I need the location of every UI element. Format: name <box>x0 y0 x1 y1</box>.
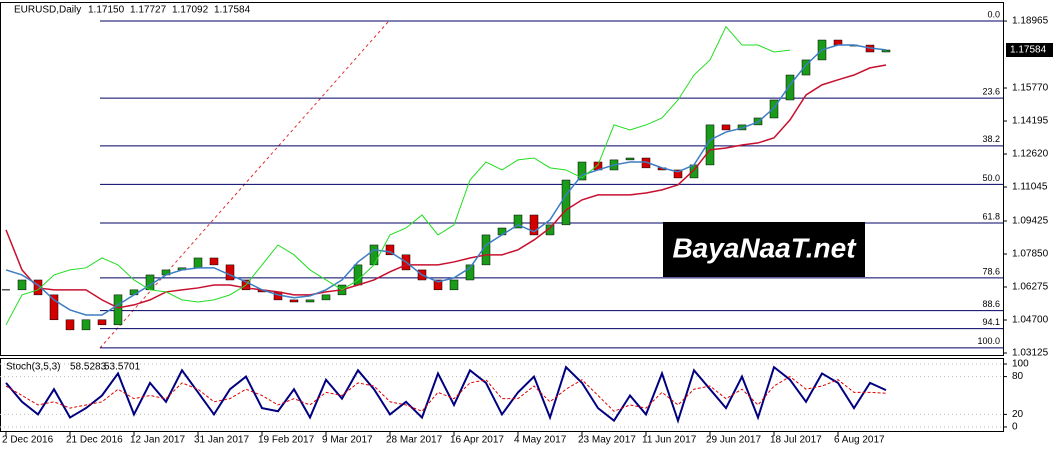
y-tick-label: 1.15770 <box>1012 83 1049 94</box>
y-tick-label: 1.06275 <box>1012 282 1049 293</box>
fib-label: 23.6 <box>982 86 1000 96</box>
y-tick-label: 80 <box>1012 371 1024 382</box>
y-tick-label: 1.11045 <box>1012 182 1048 193</box>
candle <box>385 244 395 256</box>
candle <box>545 224 555 236</box>
stoch-d: 53.5701 <box>104 362 141 373</box>
low: 1.17092 <box>172 5 209 16</box>
fib-label: 78.6 <box>982 266 1000 276</box>
y-tick-label: 1.09425 <box>1012 216 1049 227</box>
fib-label: 0.0 <box>987 9 1000 19</box>
fib-label: 38.2 <box>982 134 1000 144</box>
stoch-k: 58.5283 <box>70 362 107 373</box>
candle <box>577 161 587 181</box>
x-tick-label: 28 Mar 2017 <box>386 435 443 446</box>
y-tick-label: 20 <box>1012 409 1024 420</box>
fib-label: 61.8 <box>982 211 1000 221</box>
y-tick-label: 1.12620 <box>1012 149 1049 160</box>
stoch-line <box>5 365 887 424</box>
candle <box>321 294 331 301</box>
x-tick-label: 23 May 2017 <box>578 435 636 446</box>
indicator-line <box>5 25 791 326</box>
candle <box>433 279 443 291</box>
main-frame <box>0 2 1004 356</box>
x-tick-label: 11 Jun 2017 <box>642 435 697 446</box>
candle <box>513 214 523 229</box>
y-tick-label: 1.18965 <box>1012 16 1049 27</box>
fib-label: 94.1 <box>982 317 1000 327</box>
x-tick-label: 2 Dec 2016 <box>2 435 54 446</box>
candle <box>369 244 379 266</box>
y-tick-label: 1.14195 <box>1012 116 1049 127</box>
x-tick-label: 29 Jun 2017 <box>706 435 761 446</box>
open: 1.17150 <box>88 5 125 16</box>
indicator-line <box>5 44 887 316</box>
candle <box>881 49 891 53</box>
y-tick-label: 1.03125 <box>1012 348 1049 359</box>
x-tick-label: 9 Mar 2017 <box>322 435 373 446</box>
y-tick-label: 100 <box>1012 359 1029 370</box>
candle <box>289 299 299 303</box>
high: 1.17727 <box>130 5 167 16</box>
watermark: BayaNaaT.net <box>672 232 857 263</box>
y-tick-label: 1.04700 <box>1012 315 1049 326</box>
watermark-box <box>663 222 865 277</box>
fib-label: 88.6 <box>982 299 1000 309</box>
x-tick-label: 19 Feb 2017 <box>258 435 315 446</box>
candle <box>305 299 315 303</box>
x-tick-label: 16 Apr 2017 <box>450 435 504 446</box>
candle <box>833 39 843 46</box>
x-tick-label: 31 Jan 2017 <box>194 435 249 446</box>
candle <box>209 257 219 266</box>
x-tick-label: 18 Jul 2017 <box>770 435 822 446</box>
y-tick-label: 1.07850 <box>1012 249 1049 260</box>
candle <box>113 294 123 326</box>
candle <box>625 157 635 161</box>
indicator-line <box>5 64 887 309</box>
candle <box>785 74 795 101</box>
plot: 1.18965 1.15770 1.14195 1.12620 1.11045 1.094… <box>0 9 1053 446</box>
candle <box>673 169 683 179</box>
candle <box>465 264 475 281</box>
candle <box>801 59 811 76</box>
x-tick-label: 4 May 2017 <box>514 435 567 446</box>
fib-label: 100.0 <box>977 336 1000 346</box>
stoch-frame <box>0 358 1004 432</box>
x-tick-label: 6 Aug 2017 <box>834 435 885 446</box>
stoch-title: Stoch(3,5,3) <box>6 362 60 373</box>
price-box <box>1006 43 1053 58</box>
candle <box>81 319 91 331</box>
fib-trendline <box>99 21 389 349</box>
x-tick-label: 12 Jan 2017 <box>130 435 185 446</box>
candle <box>449 279 459 291</box>
candle <box>49 294 59 321</box>
candle <box>769 99 779 119</box>
close: 1.17584 <box>214 5 251 16</box>
stoch-line <box>5 375 887 412</box>
candle <box>529 214 539 236</box>
candle <box>721 124 731 131</box>
candle <box>97 319 107 326</box>
x-tick-label: 21 Dec 2016 <box>66 435 123 446</box>
candle <box>225 264 235 281</box>
fib-label: 50.0 <box>982 173 1000 183</box>
candle <box>193 257 203 269</box>
candle <box>561 179 571 226</box>
symbol: EURUSD,Daily <box>14 5 81 16</box>
candle <box>17 279 27 291</box>
candle <box>65 319 75 331</box>
y-tick-label: 0 <box>1012 422 1018 433</box>
price-label: 1.17584 <box>1010 45 1047 56</box>
